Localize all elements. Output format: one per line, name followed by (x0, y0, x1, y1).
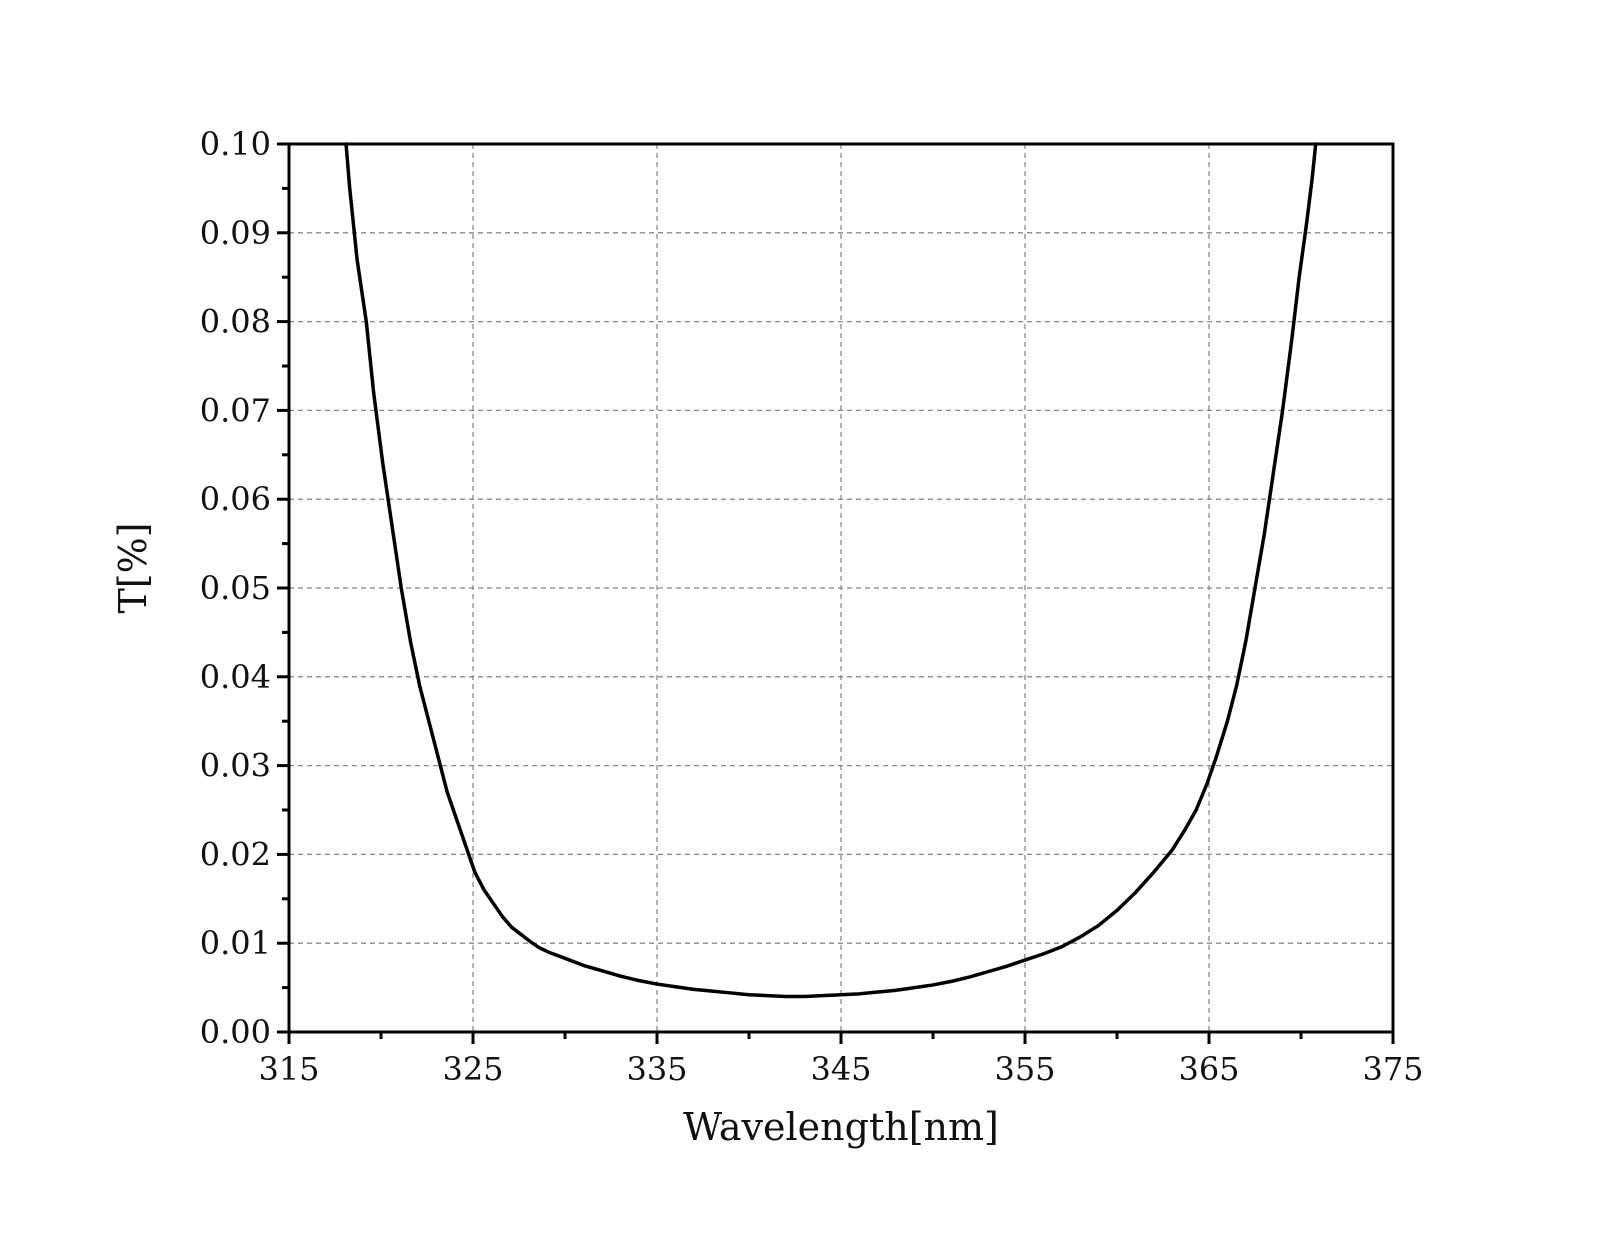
x-tick-label: 365 (1178, 1050, 1239, 1088)
y-tick-label: 0.05 (200, 569, 271, 607)
y-tick-label: 0.09 (200, 214, 271, 252)
y-tick-label: 0.03 (200, 747, 271, 785)
y-tick-label: 0.04 (200, 658, 271, 696)
x-tick-label: 355 (994, 1050, 1055, 1088)
tick-labels: 315 325 335 345 355 365 375 0.00 0.01 0.02 0.03 0.0… (200, 125, 1424, 1088)
series-line (344, 142, 1318, 999)
axis-ticks (277, 142, 1395, 1044)
x-tick-label: 325 (442, 1050, 503, 1088)
x-tick-label: 345 (810, 1050, 871, 1088)
x-axis-title: Wavelength[nm] (683, 1105, 999, 1149)
grid (289, 144, 1393, 1032)
y-tick-label: 0.10 (200, 125, 271, 163)
y-tick-label: 0.01 (200, 924, 271, 962)
y-tick-label: 0.02 (200, 835, 271, 873)
series-layer (344, 142, 1318, 999)
x-tick-label: 335 (626, 1050, 687, 1088)
y-tick-label: 0.00 (200, 1013, 271, 1051)
y-tick-label: 0.08 (200, 303, 271, 341)
x-tick-label: 315 (258, 1050, 319, 1088)
y-tick-label: 0.06 (200, 480, 271, 518)
y-axis-title: T[%] (111, 522, 155, 613)
y-tick-label: 0.07 (200, 391, 271, 429)
x-tick-label: 375 (1362, 1050, 1423, 1088)
